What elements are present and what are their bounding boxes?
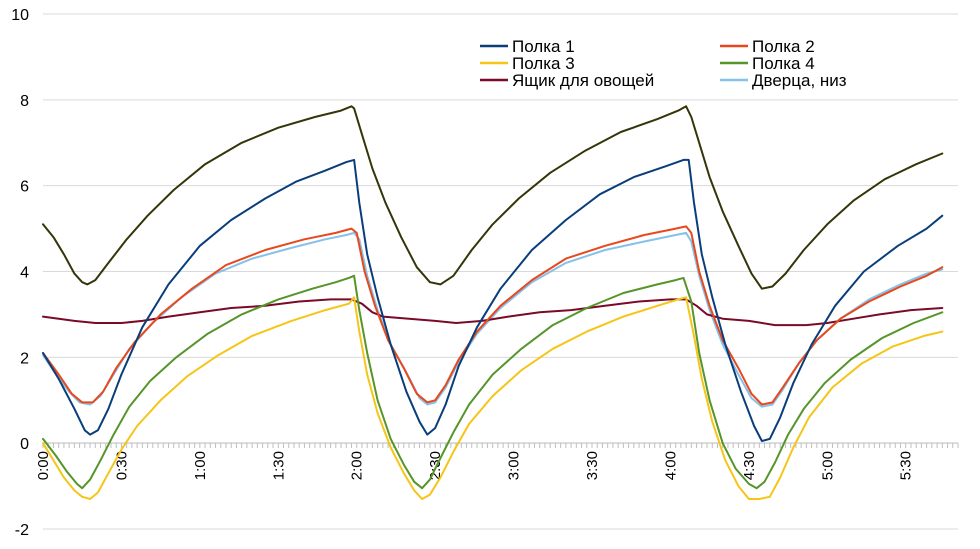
legend-label: Ящик для овощей [512, 71, 654, 90]
legend: Полка 1 Полка 2 Полка 3 Полка 4 Ящик для ово… [480, 37, 847, 90]
y-tick-label: 10 [11, 7, 29, 24]
x-tick-label: 3:00 [506, 451, 523, 480]
legend-label: Полка 1 [512, 37, 575, 56]
series-lines [42, 105, 944, 500]
legend-label: Дверца, низ [752, 71, 847, 90]
x-tick-label: 4:30 [741, 451, 758, 480]
series-line-1 [42, 158, 944, 442]
x-tick-label: 0:00 [35, 451, 52, 480]
y-tick-label: 6 [20, 179, 29, 196]
x-tick-label: 1:30 [270, 451, 287, 480]
x-tick-label: 5:00 [819, 451, 836, 480]
y-tick-label: -2 [15, 522, 29, 539]
y-tick-label: 2 [20, 350, 29, 367]
legend-label: Полка 3 [512, 54, 575, 73]
x-tick-label: 0:30 [113, 451, 130, 480]
y-tick-label: 4 [20, 265, 29, 282]
x-tick-label: 3:30 [584, 451, 601, 480]
legend-label: Полка 4 [752, 54, 815, 73]
series-line-2 [42, 225, 944, 406]
x-tick-label: 1:00 [192, 451, 209, 480]
y-axis: -2 0 2 4 6 8 10 [11, 7, 29, 539]
series-line-7 [42, 105, 944, 290]
legend-label: Полка 2 [752, 37, 815, 56]
y-tick-label: 8 [20, 93, 29, 110]
y-tick-label: 0 [20, 436, 29, 453]
x-tick-label: 2:00 [349, 451, 366, 480]
x-tick-label: 5:30 [898, 451, 915, 480]
series-line-3 [42, 296, 944, 500]
series-line-4 [42, 274, 944, 490]
x-axis: 0:00 0:30 1:00 1:30 2:00 2:30 3:00 3:30 4:00 4:30… [35, 442, 959, 480]
x-tick-label: 4:00 [662, 451, 679, 480]
series-line-5 [42, 298, 944, 327]
